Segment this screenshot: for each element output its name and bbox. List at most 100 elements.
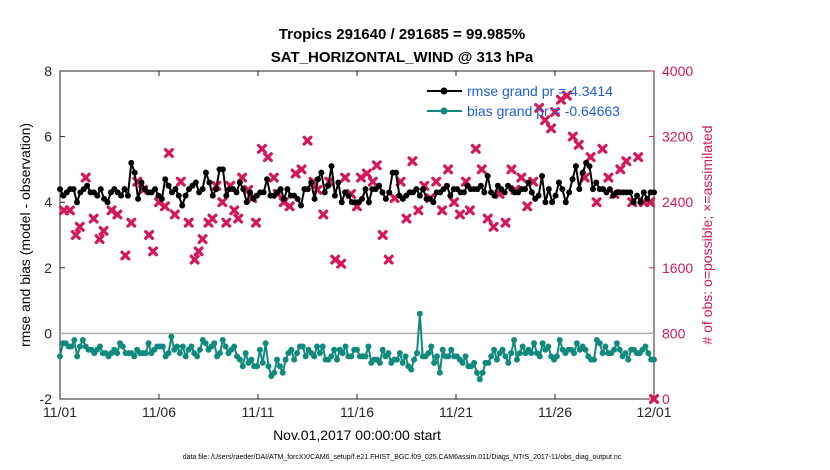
bias-point [431,359,438,366]
rmse-point [477,182,484,189]
x-tick-label: 11/06 [142,404,176,420]
rmse-point [542,199,549,206]
rmse-point [297,202,304,209]
bias-point [428,343,435,350]
rmse-point [549,199,556,206]
bias-point [276,363,283,370]
obs-point [262,152,273,163]
rmse-point [460,189,467,196]
obs-point [302,135,313,146]
bias-point [396,350,403,357]
y-left-tick-label: -2 [40,391,53,407]
rmse-point [559,186,566,193]
y-left-tick-label: 0 [44,325,52,341]
obs-point [464,205,475,216]
rmse-point [443,182,450,189]
rmse-point [118,192,125,199]
bias-point [211,340,218,347]
rmse-point [73,199,80,206]
bias-point [651,356,657,363]
obs-point [443,164,454,175]
y-axis-right-label: # of obs: o=possible; ×=assimilated [699,125,715,344]
obs-point [431,176,442,187]
chart-title-line1: Tropics 291640 / 291685 = 99.985% [279,26,525,43]
obs-point [615,164,626,175]
bias-point [291,356,298,363]
obs-point [407,156,418,167]
rmse-point [328,163,335,170]
bias-point [556,336,563,343]
bias-point [182,353,189,360]
x-tick-label: 12/01 [636,404,671,420]
bias-point [176,350,183,357]
bias-point [642,343,649,350]
rmse-point [362,186,369,193]
bias-point [479,369,486,376]
bias-point [202,340,209,347]
rmse-point [562,199,569,206]
obs-point [522,201,533,212]
bias-point [411,356,418,363]
x-tick-label: 11/16 [340,404,374,420]
bias-point [339,350,346,357]
bias-point [119,343,126,350]
rmse-point [240,186,247,193]
obs-point [233,213,244,224]
bias-point [282,356,289,363]
x-axis: 11/01 11/06 11/11 11/16 11/21 11/26 12/01 [43,71,672,420]
rmse-point [589,186,596,193]
obs-point [94,234,105,245]
bias-point [511,336,518,343]
bias-point [271,369,278,376]
rmse-point [206,179,213,186]
bias-point [316,350,323,357]
bias-point [573,340,580,347]
obs-point [284,201,295,212]
obs-point [148,246,159,257]
rmse-point [501,189,508,196]
y-axis-right: 0 800 1600 2400 3200 4000 [649,63,693,407]
rmse-point [535,192,542,199]
rmse-point [420,186,427,193]
y-right-tick-label: 800 [662,325,686,341]
bias-point [476,376,483,383]
rmse-point [651,189,657,196]
rmse-point [576,186,583,193]
bias-point [319,343,326,350]
bias-point [459,359,466,366]
rmse-point [321,189,328,196]
rmse-point [213,186,220,193]
bias-point [505,359,512,366]
obs-point [183,217,194,228]
bias-point [499,346,506,353]
rmse-point [128,159,135,166]
rmse-point [555,179,562,186]
rmse-point [331,192,338,199]
bias-point [174,343,181,350]
rmse-point [57,186,63,193]
bias-point [262,340,269,347]
rmse-point [131,169,138,176]
bias-point [57,353,63,360]
bias-point [239,363,246,370]
obs-point [413,205,424,216]
y-left-tick-label: 2 [44,260,52,276]
obs-point [197,234,208,245]
rmse-point [545,186,552,193]
bias-point [385,350,392,357]
bias-point [259,359,266,366]
bias-point [145,340,152,347]
x-tick-label: 11/01 [43,404,77,420]
obs-point [371,160,382,171]
chart-title-line2: SAT_HORIZONTAL_WIND @ 313 hPa [271,49,534,66]
obs-point [454,209,465,220]
bias-point [591,356,598,363]
rmse-point [84,182,91,189]
bias-point [331,346,338,353]
bias-point [513,356,520,363]
bias-point [471,359,478,366]
y-left-tick-label: 6 [44,129,52,145]
bias-point [242,350,249,357]
y-right-tick-label: 0 [662,391,670,407]
